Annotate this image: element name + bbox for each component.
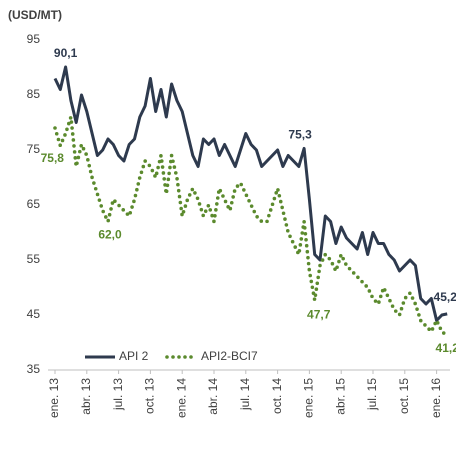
x-tick-label: oct. 15 (397, 378, 411, 414)
x-tick-label: jul. 13 (111, 378, 125, 411)
y-tick-label: 75 (27, 142, 41, 156)
x-tick-label: abr. 13 (79, 378, 93, 415)
data-label: 47,7 (307, 307, 331, 321)
legend-label: API 2 (119, 349, 149, 363)
y-tick-label: 85 (27, 87, 41, 101)
y-tick-label: 55 (27, 252, 41, 266)
x-tick-label: jul. 14 (238, 378, 252, 411)
data-label: 62,0 (98, 228, 122, 242)
y-tick-label: 65 (27, 197, 41, 211)
x-tick-label: ene. 15 (302, 378, 316, 418)
series-line (53, 65, 448, 322)
x-tick-label: ene. 13 (47, 378, 61, 418)
legend-label: API2-BCI7 (201, 349, 258, 363)
data-label: 41,2 (436, 341, 456, 355)
data-label: 45,2 (434, 290, 456, 304)
x-tick-label: ene. 16 (429, 378, 443, 418)
x-tick-label: oct. 13 (143, 378, 157, 414)
data-label: 90,1 (54, 46, 78, 60)
series-line (53, 116, 449, 338)
chart-title: (USD/MT) (8, 8, 62, 22)
x-tick-label: abr. 15 (333, 378, 347, 415)
y-tick-label: 35 (27, 362, 41, 376)
x-tick-label: jul. 15 (365, 378, 379, 411)
y-tick-label: 45 (27, 307, 41, 321)
y-tick-label: 95 (27, 32, 41, 46)
x-tick-label: ene. 14 (174, 378, 188, 418)
x-tick-label: abr. 14 (206, 378, 220, 415)
data-label: 75,8 (41, 151, 65, 165)
data-label: 75,3 (288, 128, 312, 142)
x-tick-label: oct. 14 (270, 378, 284, 414)
